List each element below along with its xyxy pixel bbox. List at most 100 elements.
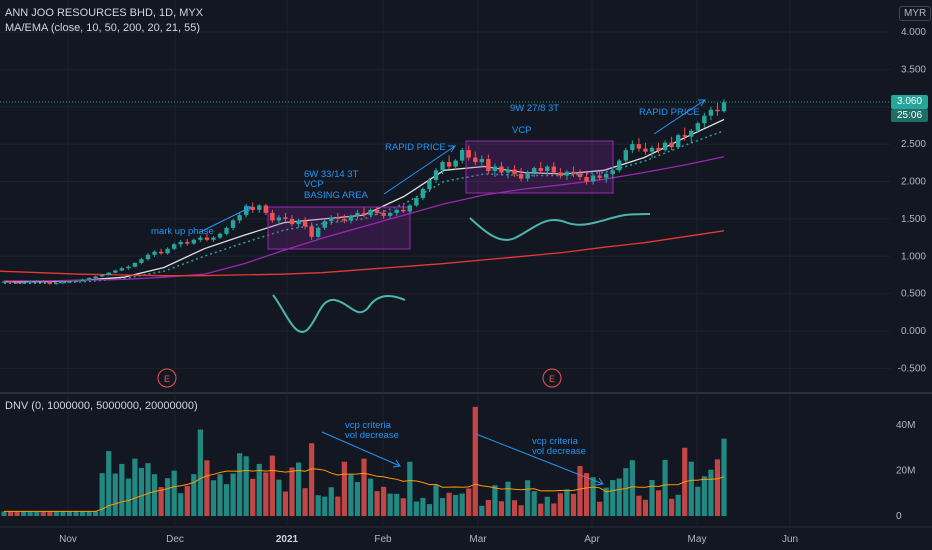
chart-grid: [0, 0, 890, 526]
volume-axis[interactable]: 40M 20M 0: [890, 394, 932, 526]
candle-body: [80, 279, 85, 281]
candle-body: [597, 175, 602, 178]
candle-body: [21, 282, 26, 284]
candle-body: [459, 150, 465, 161]
volume-bar: [145, 463, 151, 516]
volume-bar: [40, 511, 46, 516]
currency-badge[interactable]: MYR: [899, 6, 932, 21]
candle-body: [407, 205, 413, 212]
candle-body: [715, 109, 720, 112]
earnings-marker[interactable]: E: [542, 368, 562, 388]
volume-bar: [354, 482, 361, 516]
volume-bar: [53, 511, 59, 516]
volume-bar: [453, 494, 459, 516]
annotation-base2-line2: VCP: [512, 125, 532, 136]
volume-bar: [309, 443, 315, 516]
candle-body: [322, 221, 327, 228]
volume-bar: [93, 511, 99, 516]
price-axis-label: 1.000: [901, 251, 926, 262]
arrow-vol-2-head: [595, 477, 604, 486]
volume-bar: [243, 456, 249, 516]
time-axis-label: Dec: [166, 534, 184, 545]
candle-body: [427, 180, 432, 189]
volume-bar: [197, 429, 203, 516]
volume-indicator-legend[interactable]: DNV (0, 1000000, 5000000, 20000000): [5, 400, 198, 412]
volume-bar: [518, 505, 524, 516]
volume-bar: [695, 486, 701, 516]
volume-bar: [623, 468, 629, 516]
annotation-mark-up-phase: mark up phase: [151, 226, 214, 237]
candle-body: [623, 150, 629, 161]
arrow-rapid-2: [653, 99, 706, 135]
price-axis-label: 0.000: [901, 326, 926, 337]
candle-body: [453, 160, 458, 167]
volume-bar: [237, 453, 243, 516]
time-axis-bg: [0, 527, 932, 550]
candle-body: [381, 212, 386, 216]
candle-body: [643, 148, 648, 152]
candle-body: [158, 251, 164, 254]
arrow-mark-up-head: [243, 205, 252, 214]
ma-indicator-legend[interactable]: MA/EMA (close, 10, 50, 200, 20, 21, 55): [5, 22, 201, 34]
trend-arrows: [199, 99, 706, 486]
volume-bar: [714, 459, 721, 516]
annotation-vol1-line2: vol decrease: [345, 430, 399, 441]
price-axis-label: 3.500: [901, 64, 926, 75]
candle-body: [656, 147, 661, 151]
volume-bar: [708, 469, 714, 516]
ma-line-2: [4, 156, 725, 282]
candle-body: [27, 281, 33, 283]
symbol-legend[interactable]: ANN JOO RESOURCES BHD, 1D, MYX: [5, 7, 204, 19]
volume-bar: [590, 477, 596, 516]
volume-bars: [1, 406, 727, 516]
volume-axis-label: 40M: [896, 420, 915, 431]
candle-body: [603, 174, 609, 178]
volume-bar: [610, 480, 616, 516]
candle-body: [682, 135, 687, 137]
candle-body: [558, 172, 563, 176]
volume-bar: [47, 511, 53, 516]
volume-bar: [302, 488, 308, 516]
candle-body: [283, 217, 288, 219]
candle-body: [486, 159, 491, 172]
candle-body: [545, 166, 550, 172]
volume-bar: [721, 438, 727, 516]
candle-body: [374, 209, 380, 213]
candle-body: [669, 142, 674, 148]
candle-body: [649, 147, 655, 152]
candle-body: [257, 205, 262, 210]
candle-body: [204, 237, 210, 240]
candle-body: [8, 281, 13, 283]
volume-bar: [459, 493, 465, 516]
candle-body: [348, 215, 354, 221]
candle-body: [165, 248, 170, 254]
earnings-marker[interactable]: E: [157, 368, 177, 388]
earnings-markers: E E: [157, 368, 562, 388]
volume-bar: [446, 492, 452, 516]
countdown-tag: 25:06: [891, 109, 928, 122]
candle-body: [1, 281, 7, 283]
volume-bar: [282, 491, 289, 516]
volume-axis-label: 20M: [896, 466, 915, 477]
volume-bar: [649, 480, 655, 516]
arrow-rapid-1: [383, 145, 456, 195]
volume-bar: [433, 485, 439, 516]
volume-bar: [269, 455, 275, 516]
volume-bar: [655, 490, 662, 516]
volume-bar: [597, 501, 603, 516]
candle-body: [60, 282, 66, 284]
candle-body: [145, 254, 151, 260]
arrow-vol-1-head: [392, 459, 401, 468]
time-axis[interactable]: Nov Dec 2021 Feb Mar Apr May Jun: [0, 526, 932, 550]
volume-bar: [564, 489, 570, 516]
price-axis[interactable]: 4.000 3.500 2.500 2.000 1.500 1.000 0.500 0.000…: [890, 0, 932, 393]
volume-bar: [230, 473, 236, 516]
volume-bar: [570, 493, 577, 516]
volume-bar: [322, 496, 328, 516]
candle-body: [394, 209, 399, 213]
candle-body: [440, 162, 445, 171]
candle-body: [329, 217, 334, 222]
candle-body: [185, 242, 190, 244]
candle-body: [270, 212, 275, 221]
